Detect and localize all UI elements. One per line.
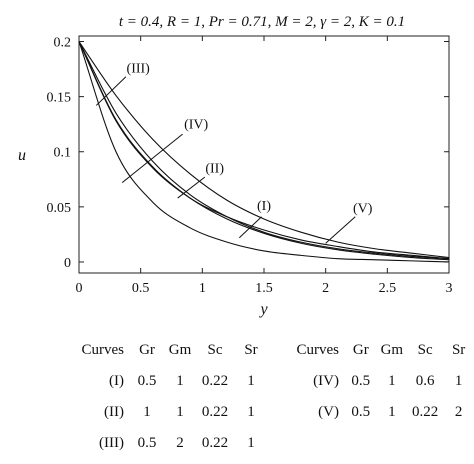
leader-line-v [325, 216, 356, 244]
table-header-row: Curves Gr Gm Sc Sr [44, 335, 268, 366]
line-chart: t = 0.4, R = 1, Pr = 0.71, M = 2, γ = 2,… [18, 14, 453, 318]
y-tick-label: 0 [64, 256, 71, 271]
table-row: (IV) 0.5 1 0.6 1 [275, 366, 474, 397]
parameter-table-left: Curves Gr Gm Sc Sr (I) 0.5 1 0.22 1 (II)… [44, 335, 268, 459]
x-tick-label: 2.5 [379, 281, 397, 296]
x-tick-label: 1 [199, 281, 206, 296]
table-cell: (III) [99, 435, 124, 451]
table-cell: 1 [143, 404, 151, 420]
curve-label-i: (I) [257, 199, 271, 214]
y-tick-label: 0.15 [47, 91, 72, 106]
leader-line-iv [121, 133, 183, 183]
curve-iv [78, 41, 450, 263]
x-tick-label: 0 [76, 281, 83, 296]
curve-label-v: (V) [353, 201, 373, 216]
curve-ii [78, 41, 450, 260]
parameter-table-right: Curves Gr Gm Sc Sr (IV) 0.5 1 0.6 1 (V) … [275, 335, 474, 428]
header-cell: Gr [139, 342, 155, 358]
axes-group: 0 0.5 1 1.5 2 2.5 3 0 0.05 0.1 0.15 0.2 [47, 36, 453, 296]
table-cell: 0.22 [201, 404, 229, 420]
table-cell: 1 [247, 404, 255, 420]
curve-iii [78, 41, 450, 259]
table-cell: 0.22 [412, 404, 439, 420]
header-cell: Sr [451, 342, 466, 358]
x-axis-label: y [258, 301, 268, 318]
table-cell: 1 [176, 373, 184, 389]
y-axis-label: u [18, 147, 26, 164]
table-cell: 0.5 [351, 373, 371, 389]
chart-title: t = 0.4, R = 1, Pr = 0.71, M = 2, γ = 2,… [119, 14, 405, 30]
leader-line-i [238, 216, 262, 239]
table-cell: 1 [454, 373, 463, 389]
header-cell: Sr [244, 342, 258, 358]
table-cell: 1 [247, 373, 255, 389]
curve-v [78, 41, 450, 260]
header-cell: Gm [168, 342, 192, 358]
table-cell: 0.22 [201, 435, 229, 451]
curve-label-iii: (III) [127, 61, 151, 76]
table-cell: (I) [109, 373, 124, 389]
header-cell: Curves [81, 342, 125, 358]
leader-line-ii [177, 176, 206, 199]
table-cell: 0.6 [415, 373, 435, 389]
header-cell: Sc [207, 342, 223, 358]
x-tick-label: 2 [322, 281, 329, 296]
table-cell: 2 [454, 404, 463, 420]
y-tick-label: 0.1 [54, 146, 72, 161]
y-tick-label: 0.2 [54, 36, 72, 51]
x-tick-label: 1.5 [255, 281, 273, 296]
table-header-row: Curves Gr Gm Sc Sr [275, 335, 474, 366]
table-row: (III) 0.5 2 0.22 1 [44, 428, 268, 459]
table-cell: (IV) [313, 373, 339, 389]
table-cell: 0.5 [137, 435, 157, 451]
header-cell: Gr [352, 342, 369, 358]
table-cell: 0.22 [201, 373, 229, 389]
table-cell: 0.5 [137, 373, 157, 389]
annotations-group: (I) (II) (III) (IV) (V) [95, 61, 373, 244]
table-cell: 1 [388, 404, 396, 420]
header-cell: Gm [380, 342, 404, 358]
leader-line-iii [95, 76, 127, 106]
table-cell: 1 [388, 373, 396, 389]
table-cell: 1 [247, 435, 255, 451]
table-cell: 2 [176, 435, 184, 451]
y-tick-label: 0.05 [47, 201, 72, 216]
table-cell: 1 [176, 404, 184, 420]
header-cell: Curves [296, 342, 339, 358]
table-cell: 0.5 [351, 404, 371, 420]
table-cell: (II) [104, 404, 124, 420]
x-tick-label: 0.5 [132, 281, 150, 296]
table-cell: (V) [318, 404, 339, 420]
table-row: (V) 0.5 1 0.22 2 [275, 397, 474, 428]
table-row: (I) 0.5 1 0.22 1 [44, 366, 268, 397]
curve-label-iv: (IV) [184, 118, 208, 133]
x-tick-label: 3 [446, 281, 453, 296]
curve-label-ii: (II) [205, 162, 224, 177]
curves-group [78, 41, 450, 263]
curve-i [78, 41, 450, 261]
header-cell: Sc [417, 342, 433, 358]
table-row: (II) 1 1 0.22 1 [44, 397, 268, 428]
